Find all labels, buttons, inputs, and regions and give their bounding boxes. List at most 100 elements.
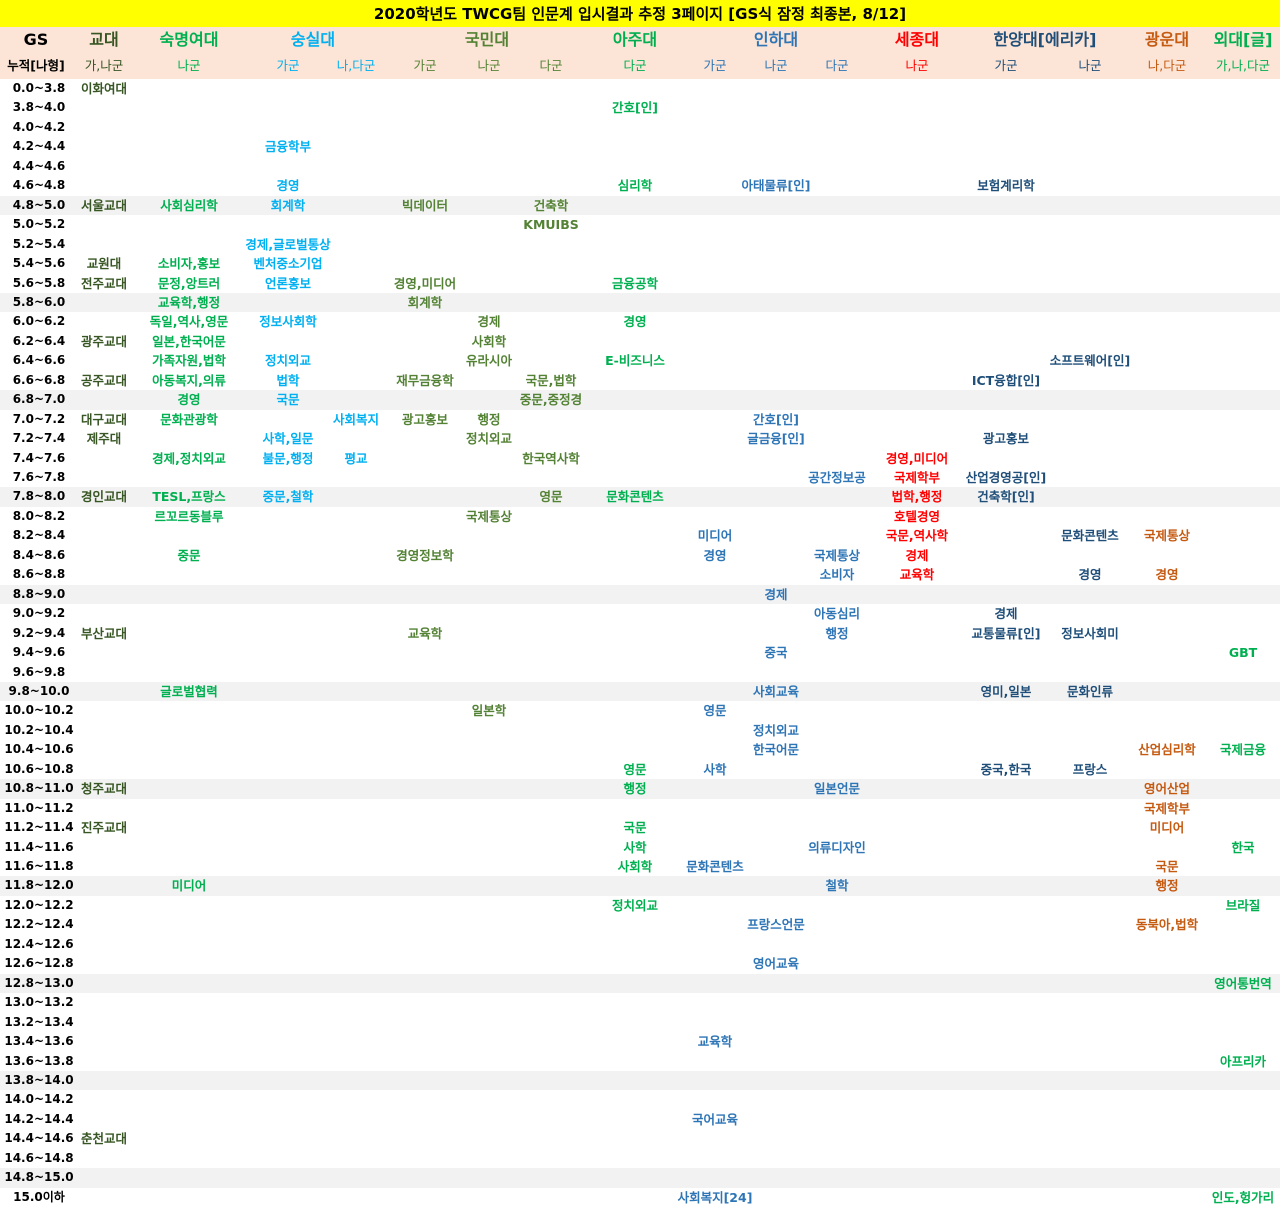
major-cell-ih_da: 철학 (825, 878, 849, 894)
major-cell-gyo: 광주교대 (80, 333, 128, 349)
major-cell-hy_na: 경영 (1078, 567, 1102, 583)
gs-range-label: 7.8~8.0 (12, 489, 66, 504)
major-cell-ih_da: 행정 (825, 625, 849, 641)
gs-range-label: 9.2~9.4 (12, 625, 66, 640)
major-cell-sm: 문화관광학 (160, 411, 218, 427)
gs-range-label: 4.4~4.6 (12, 158, 66, 173)
major-cell-ss_ga: 정보사회학 (259, 314, 317, 330)
gs-range-label: 0.0~3.8 (12, 81, 66, 95)
gs-range-label: 7.4~7.6 (12, 450, 66, 465)
gs-range-label: 14.2~14.4 (4, 1111, 74, 1126)
group-header-hy_na: 나군 (1078, 58, 1102, 73)
gs-range-label: 10.2~10.4 (4, 722, 74, 737)
major-cell-hy_ga: ICT융합[인] (971, 372, 1041, 388)
gs-range-label: 6.6~6.8 (12, 372, 66, 387)
gs-range-label: 3.8~4.0 (12, 100, 66, 115)
row-shade (0, 973, 1280, 994)
gs-range-label: 6.2~6.4 (12, 333, 66, 348)
university-header: 교대 (89, 30, 119, 49)
gs-range-label: 4.8~5.0 (12, 197, 66, 212)
group-header-sm: 나군 (177, 58, 201, 73)
row-shade (0, 681, 1280, 702)
major-cell-aj: 심리학 (617, 178, 653, 194)
major-cell-sm: 경영 (177, 392, 201, 408)
major-cell-km_na: 일본학 (471, 703, 507, 719)
major-cell-sm: 교육학,행정 (157, 294, 221, 310)
major-cell-ss_ga: 경제,글로벌통상 (245, 236, 331, 252)
major-cell-ih_da: 소비자 (819, 567, 855, 583)
major-cell-ih_na: 한국어문 (752, 742, 800, 758)
major-cell-sm: 독일,역사,영문 (149, 314, 229, 330)
major-cell-kw: 국제통상 (1143, 528, 1191, 544)
major-cell-hf: 인도,헝가리 (1211, 1189, 1275, 1205)
major-cell-kw: 산업심리학 (1138, 742, 1196, 758)
gs-range-label: 10.4~10.6 (4, 742, 74, 757)
major-cell-km_na: 유라시아 (465, 353, 513, 369)
major-cell-km_ga: 회계학 (407, 294, 443, 310)
major-cell-ih_na: 사회교육 (752, 683, 800, 699)
group-header-ih_na: 나군 (764, 58, 788, 73)
university-header: 세종대 (894, 30, 940, 49)
major-cell-ih_ga: 경영 (703, 547, 727, 563)
gs-range-label: 14.6~14.8 (4, 1150, 74, 1165)
major-cell-kw: 미디어 (1149, 820, 1185, 836)
gs-range-label: 11.2~11.4 (4, 820, 74, 835)
gs-range-label: 12.0~12.2 (4, 897, 74, 912)
major-cell-gyo: 교원대 (86, 256, 122, 272)
major-cell-ss_ga: 불문,행정 (262, 450, 314, 466)
major-cell-km_da: 건축학 (533, 197, 569, 213)
major-cell-sm: 사회심리학 (160, 197, 218, 213)
group-header-kw: 나,다군 (1147, 58, 1187, 73)
major-cell-km_da: 영문 (539, 489, 563, 505)
row-shade (0, 1168, 1280, 1188)
major-cell-sm: 중문 (177, 547, 201, 563)
major-cell-sj: 호텔경영 (893, 508, 941, 524)
major-cell-gyo: 서울교대 (80, 197, 128, 213)
major-cell-aj: 사회학 (617, 859, 653, 874)
gs-range-label: 14.8~15.0 (4, 1170, 74, 1185)
row-shade (0, 195, 1280, 216)
major-cell-hf: 영어통번역 (1214, 975, 1272, 991)
major-cell-hf: GBT (1228, 645, 1258, 661)
gs-range-label: 4.6~4.8 (12, 178, 66, 193)
gs-range-label: 5.8~6.0 (12, 294, 66, 309)
major-cell-ih_ga: 영문 (703, 703, 727, 719)
gs-range-label: 12.6~12.8 (4, 956, 74, 971)
major-cell-sm: 가족자원,법학 (152, 353, 226, 369)
major-cell-hy_na: 정보사회미 (1061, 625, 1119, 641)
major-cell-gyo: 이화여대 (80, 81, 128, 96)
major-cell-hy_ga: 중국,한국 (980, 761, 1032, 777)
major-cell-ih_da: 공간정보공 (808, 470, 866, 485)
major-cell-ih_ga: 교육학 (697, 1034, 733, 1050)
university-header: 외대[글] (1213, 30, 1273, 49)
gs-range-label: 11.4~11.6 (4, 839, 74, 854)
major-cell-sm: 문정,앙트러 (157, 275, 221, 291)
major-cell-ih_ga: 미디어 (697, 528, 733, 544)
major-cell-sm: 경제,정치외교 (152, 450, 226, 466)
group-header-sj: 나군 (905, 58, 929, 73)
major-cell-aj: 문화콘텐츠 (606, 489, 664, 505)
gs-range-label: 14.4~14.6 (4, 1131, 74, 1146)
major-cell-ih_na: 글금융[인] (747, 431, 805, 447)
gs-range-label: 15.0이하 (13, 1189, 65, 1204)
gs-range-label: 11.8~12.0 (4, 878, 74, 893)
major-cell-ss_ga: 정치외교 (264, 353, 312, 369)
major-cell-kw: 영어산업 (1143, 781, 1191, 797)
major-cell-km_na: 행정 (477, 411, 501, 427)
major-cell-ss_ga: 벤처중소기업 (253, 256, 323, 272)
major-cell-gyo: 제주대 (86, 431, 122, 447)
major-cell-ss_ga: 금융학부 (264, 139, 312, 155)
gs-range-label: 5.0~5.2 (12, 217, 66, 232)
gs-range-label: 6.8~7.0 (12, 392, 66, 407)
major-cell-sm: 일본,한국어문 (152, 333, 226, 349)
major-cell-sj: 교육학 (899, 567, 935, 583)
university-header: 아주대 (612, 30, 658, 49)
gs-range-label: 8.4~8.6 (12, 547, 66, 562)
major-cell-ss_ga: 국문 (276, 392, 300, 408)
sheet-title: 2020학년도 TWCG팀 인문계 입시결과 추정 3페이지 [GS식 잠정 최… (0, 0, 1280, 28)
gs-subheader: 누적[나형] (7, 58, 65, 73)
major-cell-aj: 경영 (623, 314, 647, 330)
gs-range-label: 8.8~9.0 (12, 586, 66, 601)
major-cell-gyo: 경인교대 (80, 489, 128, 505)
gs-range-label: 12.4~12.6 (4, 936, 74, 951)
